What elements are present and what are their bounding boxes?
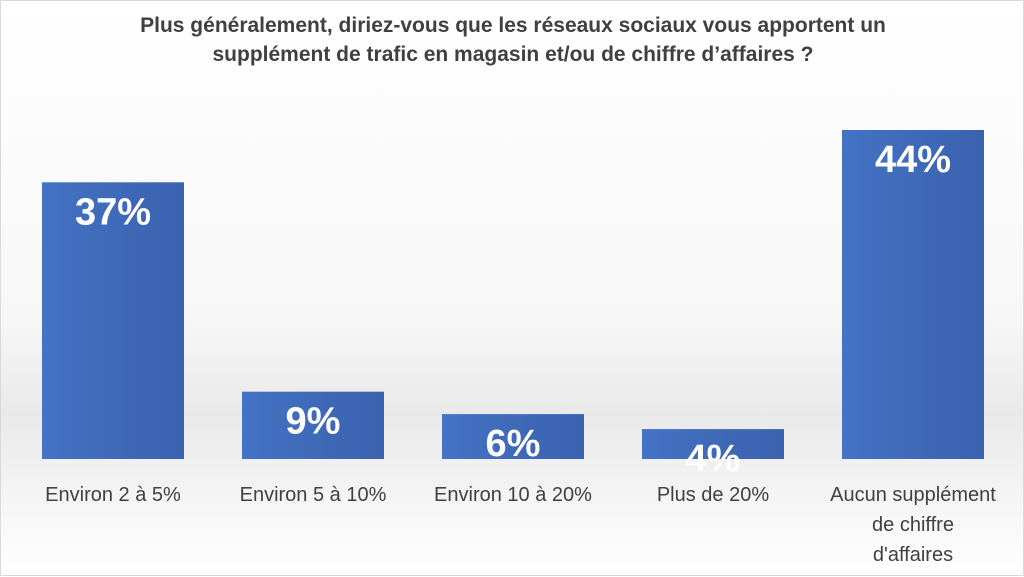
chart-title-line-1: Plus généralement, diriez-vous que les r…	[140, 14, 886, 37]
bar-2	[242, 391, 384, 459]
chart-title: Plus généralement, diriez-vous que les r…	[41, 11, 985, 69]
data-label-5: 44%	[875, 139, 951, 181]
data-label-3: 6%	[486, 423, 541, 465]
category-label-3: Environ 10 à 20%	[434, 484, 592, 506]
bar-1	[42, 182, 184, 460]
bar-3	[442, 414, 584, 459]
bar-4	[642, 429, 784, 459]
data-label-2: 9%	[286, 401, 341, 443]
category-label-1: Environ 2 à 5%	[45, 484, 181, 506]
category-label-2: Environ 5 à 10%	[240, 484, 387, 506]
chart-title-line-2: supplément de trafic en magasin et/ou de…	[212, 43, 814, 66]
category-label-4: Plus de 20%	[657, 484, 770, 506]
bar-5	[842, 130, 984, 459]
category-label-5: Aucun supplément de chiffre d'affaires	[830, 484, 996, 566]
data-label-4: 4%	[686, 438, 741, 480]
data-label-1: 37%	[75, 191, 151, 233]
